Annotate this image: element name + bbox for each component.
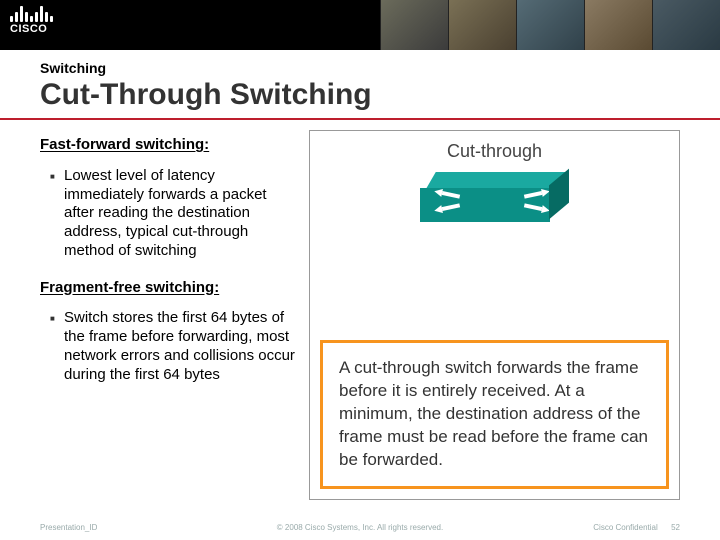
footer-page-number: 52 bbox=[671, 523, 680, 532]
cisco-logo-text: CISCO bbox=[10, 23, 53, 35]
header-strip: CISCO bbox=[0, 0, 720, 50]
diagram-area: Cut-through bbox=[310, 141, 679, 232]
left-list-2: Switch stores the first 64 bytes of the … bbox=[50, 309, 295, 384]
header-photo bbox=[584, 0, 652, 50]
slide-title: Cut-Through Switching bbox=[40, 78, 372, 112]
right-panel: Cut-through A cut-through switch forward… bbox=[309, 130, 680, 500]
slide: CISCO Switching Cut-Through Switching Fa… bbox=[0, 0, 720, 540]
slide-footer: Presentation_ID © 2008 Cisco Systems, In… bbox=[40, 523, 680, 532]
slide-supertitle: Switching bbox=[40, 60, 106, 76]
footer-confidential: Cisco Confidential bbox=[593, 523, 657, 532]
left-heading-2: Fragment-free switching: bbox=[40, 279, 295, 298]
arrow-in-icon bbox=[433, 187, 460, 200]
arrow-in-icon bbox=[433, 201, 460, 214]
callout-box: A cut-through switch forwards the frame … bbox=[320, 340, 669, 489]
arrow-out-icon bbox=[523, 187, 550, 200]
list-item: Switch stores the first 64 bytes of the … bbox=[50, 309, 295, 384]
left-column: Fast-forward switching: Lowest level of … bbox=[40, 130, 295, 500]
header-photo bbox=[516, 0, 584, 50]
switch-icon bbox=[420, 172, 570, 232]
header-photo bbox=[652, 0, 720, 50]
cisco-logo-bars-icon bbox=[10, 2, 53, 22]
title-underline bbox=[0, 118, 720, 120]
arrow-out-icon bbox=[523, 201, 550, 214]
callout-text: A cut-through switch forwards the frame … bbox=[339, 357, 650, 472]
left-list-1: Lowest level of latency immediately forw… bbox=[50, 167, 295, 261]
slide-body: Fast-forward switching: Lowest level of … bbox=[40, 130, 680, 500]
header-photo bbox=[380, 0, 448, 50]
left-heading-1: Fast-forward switching: bbox=[40, 136, 295, 155]
footer-left: Presentation_ID bbox=[40, 523, 97, 532]
cisco-logo: CISCO bbox=[10, 2, 53, 35]
diagram-label: Cut-through bbox=[310, 141, 679, 162]
header-photo bbox=[448, 0, 516, 50]
header-photo-strip bbox=[380, 0, 720, 50]
footer-right: Cisco Confidential 52 bbox=[593, 523, 680, 532]
footer-center: © 2008 Cisco Systems, Inc. All rights re… bbox=[277, 523, 443, 532]
list-item: Lowest level of latency immediately forw… bbox=[50, 167, 295, 261]
